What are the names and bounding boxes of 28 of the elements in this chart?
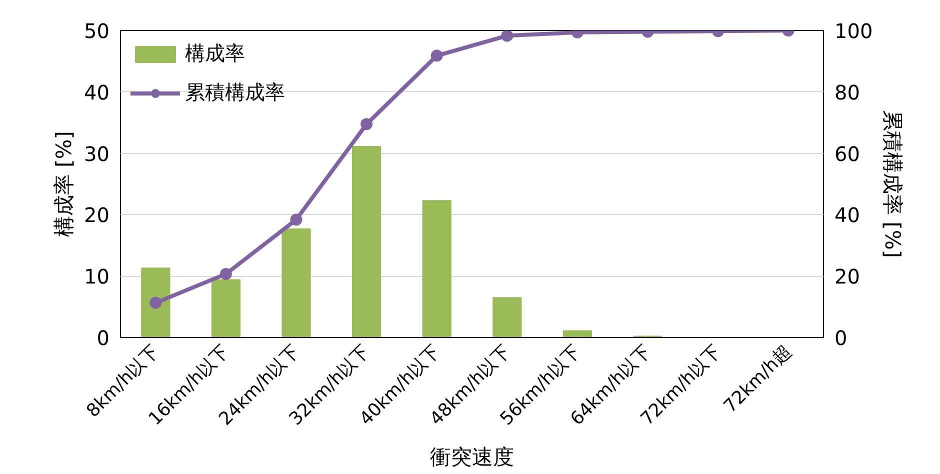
y-axis-title: 構成率 [%] bbox=[52, 130, 76, 238]
bar bbox=[282, 228, 311, 338]
bar bbox=[352, 146, 382, 338]
y-tick-label: 20 bbox=[84, 203, 110, 228]
y2-tick-label: 80 bbox=[834, 80, 860, 104]
bar bbox=[492, 297, 522, 338]
y2-tick-label: 40 bbox=[834, 203, 860, 228]
point bbox=[290, 214, 302, 226]
y-tick-label: 0 bbox=[96, 326, 110, 350]
y-tick-label: 40 bbox=[84, 80, 110, 104]
x-axis-title: 衝突速度 bbox=[430, 445, 514, 470]
bar bbox=[422, 200, 452, 338]
y2-tick-label: 0 bbox=[834, 326, 848, 350]
bar bbox=[141, 268, 170, 338]
y2-tick-label: 60 bbox=[834, 142, 860, 166]
point bbox=[150, 296, 162, 309]
y-tick-label: 50 bbox=[84, 19, 110, 43]
y2-tick-label: 20 bbox=[834, 264, 860, 289]
y2-axis-title: 累積構成率 [%] bbox=[880, 110, 905, 258]
bar bbox=[562, 330, 592, 338]
bar bbox=[211, 279, 241, 338]
y-tick-label: 30 bbox=[84, 142, 110, 166]
y2-tick-label: 100 bbox=[834, 19, 873, 43]
point bbox=[360, 118, 373, 130]
legend-label: 構成率 bbox=[185, 40, 245, 67]
point bbox=[220, 268, 232, 280]
y-tick-label: 10 bbox=[84, 264, 110, 289]
legend-label: 累積構成率 bbox=[185, 79, 285, 106]
